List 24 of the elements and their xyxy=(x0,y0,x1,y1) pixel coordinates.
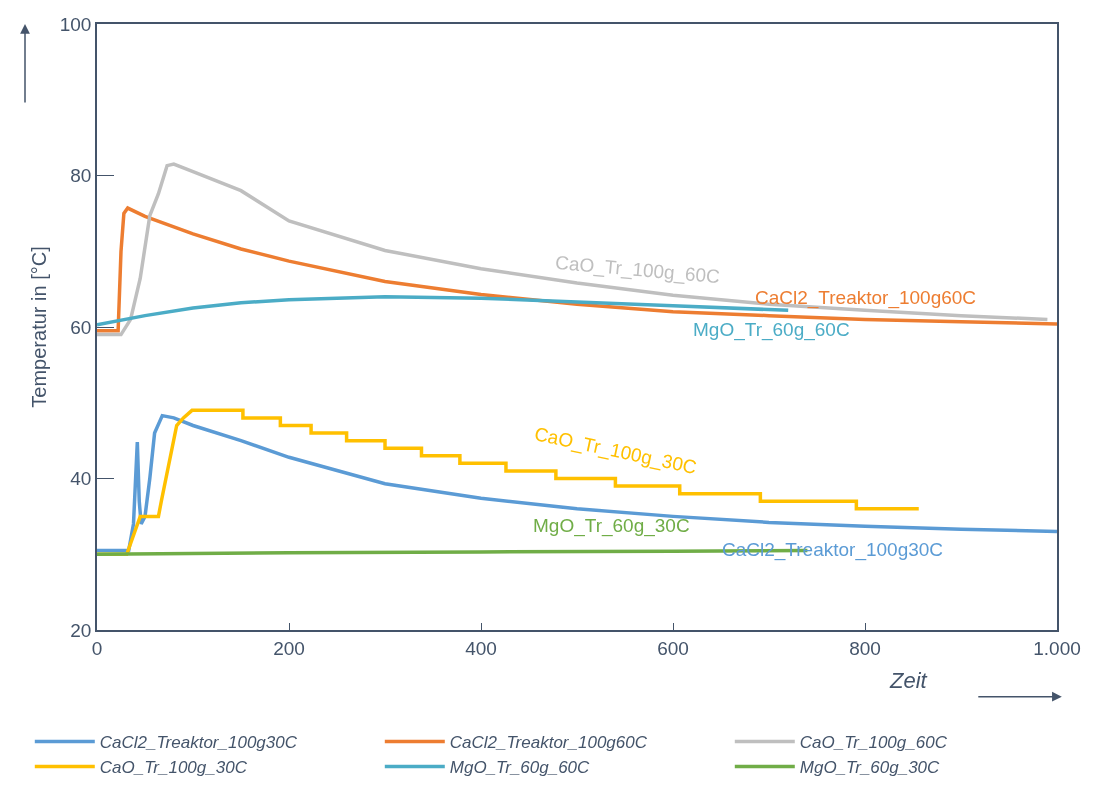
x-tick-label: 1.000 xyxy=(1033,637,1081,659)
legend-label: CaCl2_Treaktor_100g60C xyxy=(449,733,648,753)
y-tick-label: 60 xyxy=(70,316,92,338)
legend-label: MgO_Tr_60g_60C xyxy=(449,758,591,778)
text: CaCl2_Treaktor_100g60C xyxy=(755,287,977,308)
legend-label: CaO_Tr_100g_30C xyxy=(99,758,248,778)
x-tick-label: 800 xyxy=(849,637,881,659)
y-tick-label: 80 xyxy=(70,165,92,187)
y-tick-label: 20 xyxy=(70,619,92,641)
legend-label: MgO_Tr_60g_30C xyxy=(799,758,941,778)
x-tick-label: 200 xyxy=(273,637,305,659)
x-axis-title: Zeit xyxy=(889,668,928,693)
text: MgO_Tr_60g_60C xyxy=(693,319,850,340)
y-tick-label: 100 xyxy=(59,13,92,35)
legend-label: CaCl2_Treaktor_100g30C xyxy=(99,733,298,753)
text: CaO_Tr_100g_60C xyxy=(554,251,721,288)
text: MgO_Tr_60g_30C xyxy=(533,515,690,536)
legend-label: CaO_Tr_100g_60C xyxy=(799,733,948,753)
x-tick-label: 400 xyxy=(465,637,497,659)
y-axis-title: Temperatur in [°C] xyxy=(27,246,50,408)
text: CaCl2_Treaktor_100g30C xyxy=(722,539,944,560)
x-tick-label: 600 xyxy=(657,637,689,659)
y-tick-label: 40 xyxy=(70,468,92,490)
x-tick-label: 0 xyxy=(91,637,103,659)
